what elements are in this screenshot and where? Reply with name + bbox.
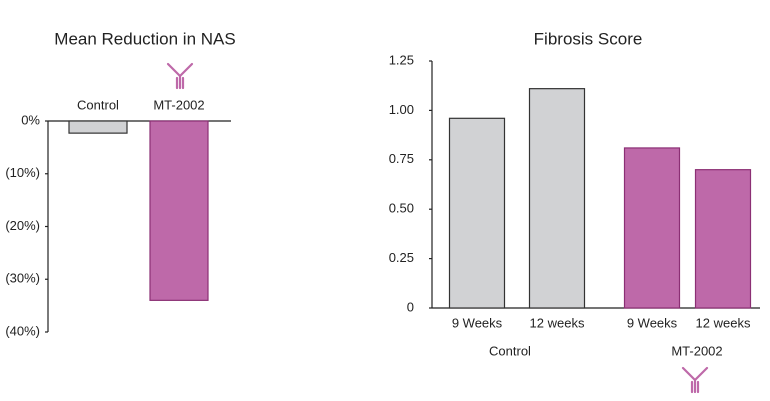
antibody-icon (681, 366, 709, 394)
y-tick-label: (40%) (5, 323, 40, 338)
bar (623, 147, 681, 309)
y-tick-label: (10%) (5, 165, 40, 180)
antibody-icon (166, 62, 194, 90)
x-tick-label: 9 Weeks (627, 315, 678, 330)
x-tick-label: MT-2002 (153, 97, 204, 112)
bar (68, 120, 128, 134)
x-tick-label: 9 Weeks (452, 315, 503, 330)
y-tick-label: 0% (21, 112, 40, 127)
group-label: Control (489, 343, 531, 358)
bar (149, 120, 209, 301)
y-tick-label: 1.00 (389, 102, 414, 117)
y-tick-label: 0 (407, 299, 414, 314)
y-tick-label: 0.50 (389, 201, 414, 216)
bar (448, 117, 506, 309)
x-tick-label: Control (77, 97, 119, 112)
y-tick-label: (20%) (5, 218, 40, 233)
y-tick-label: 0.75 (389, 151, 414, 166)
y-tick-label: 1.25 (389, 52, 414, 67)
group-label: MT-2002 (671, 343, 722, 358)
x-tick-label: 12 weeks (696, 315, 751, 330)
x-tick-label: 12 weeks (530, 315, 585, 330)
y-tick-label: 0.25 (389, 250, 414, 265)
y-tick-label: (30%) (5, 271, 40, 286)
chart-title: Mean Reduction in NAS (54, 29, 235, 48)
bar (694, 169, 752, 309)
bar (528, 88, 586, 309)
chart-title: Fibrosis Score (534, 29, 643, 48)
